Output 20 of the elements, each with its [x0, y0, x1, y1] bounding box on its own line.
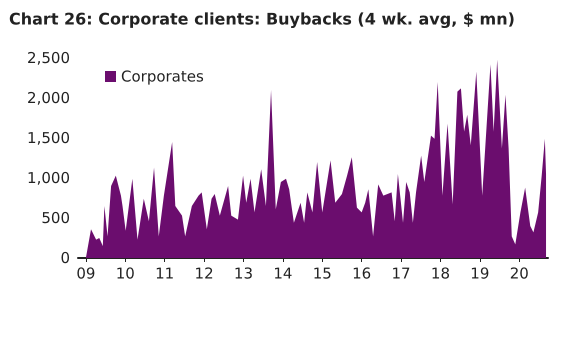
- x-tick-label: 20: [510, 264, 529, 282]
- x-tick-label: 17: [392, 264, 411, 282]
- y-tick-label: 2,500: [27, 49, 70, 67]
- y-tick-label: 1,000: [27, 169, 70, 187]
- x-tick-label: 11: [155, 264, 174, 282]
- chart-title: Chart 26: Corporate clients: Buybacks (4 wk. avg, $ mn): [9, 10, 515, 28]
- x-tick-label: 18: [430, 264, 450, 282]
- y-tick-label: 1,500: [27, 129, 70, 147]
- y-tick-label: 0: [60, 249, 70, 267]
- y-tick-label: 2,000: [27, 89, 70, 107]
- x-tick-label: 16: [352, 264, 372, 282]
- x-tick-label: 12: [194, 264, 214, 282]
- y-tick-label: 500: [41, 209, 70, 227]
- x-tick-label: 19: [470, 264, 490, 282]
- x-tick-label: 09: [76, 264, 96, 282]
- x-tick-label: 13: [234, 264, 254, 282]
- x-tick-label: 14: [273, 264, 292, 282]
- legend-label: Corporates: [121, 68, 204, 86]
- x-tick-label: 10: [116, 264, 135, 282]
- x-tick-label: 15: [312, 264, 332, 282]
